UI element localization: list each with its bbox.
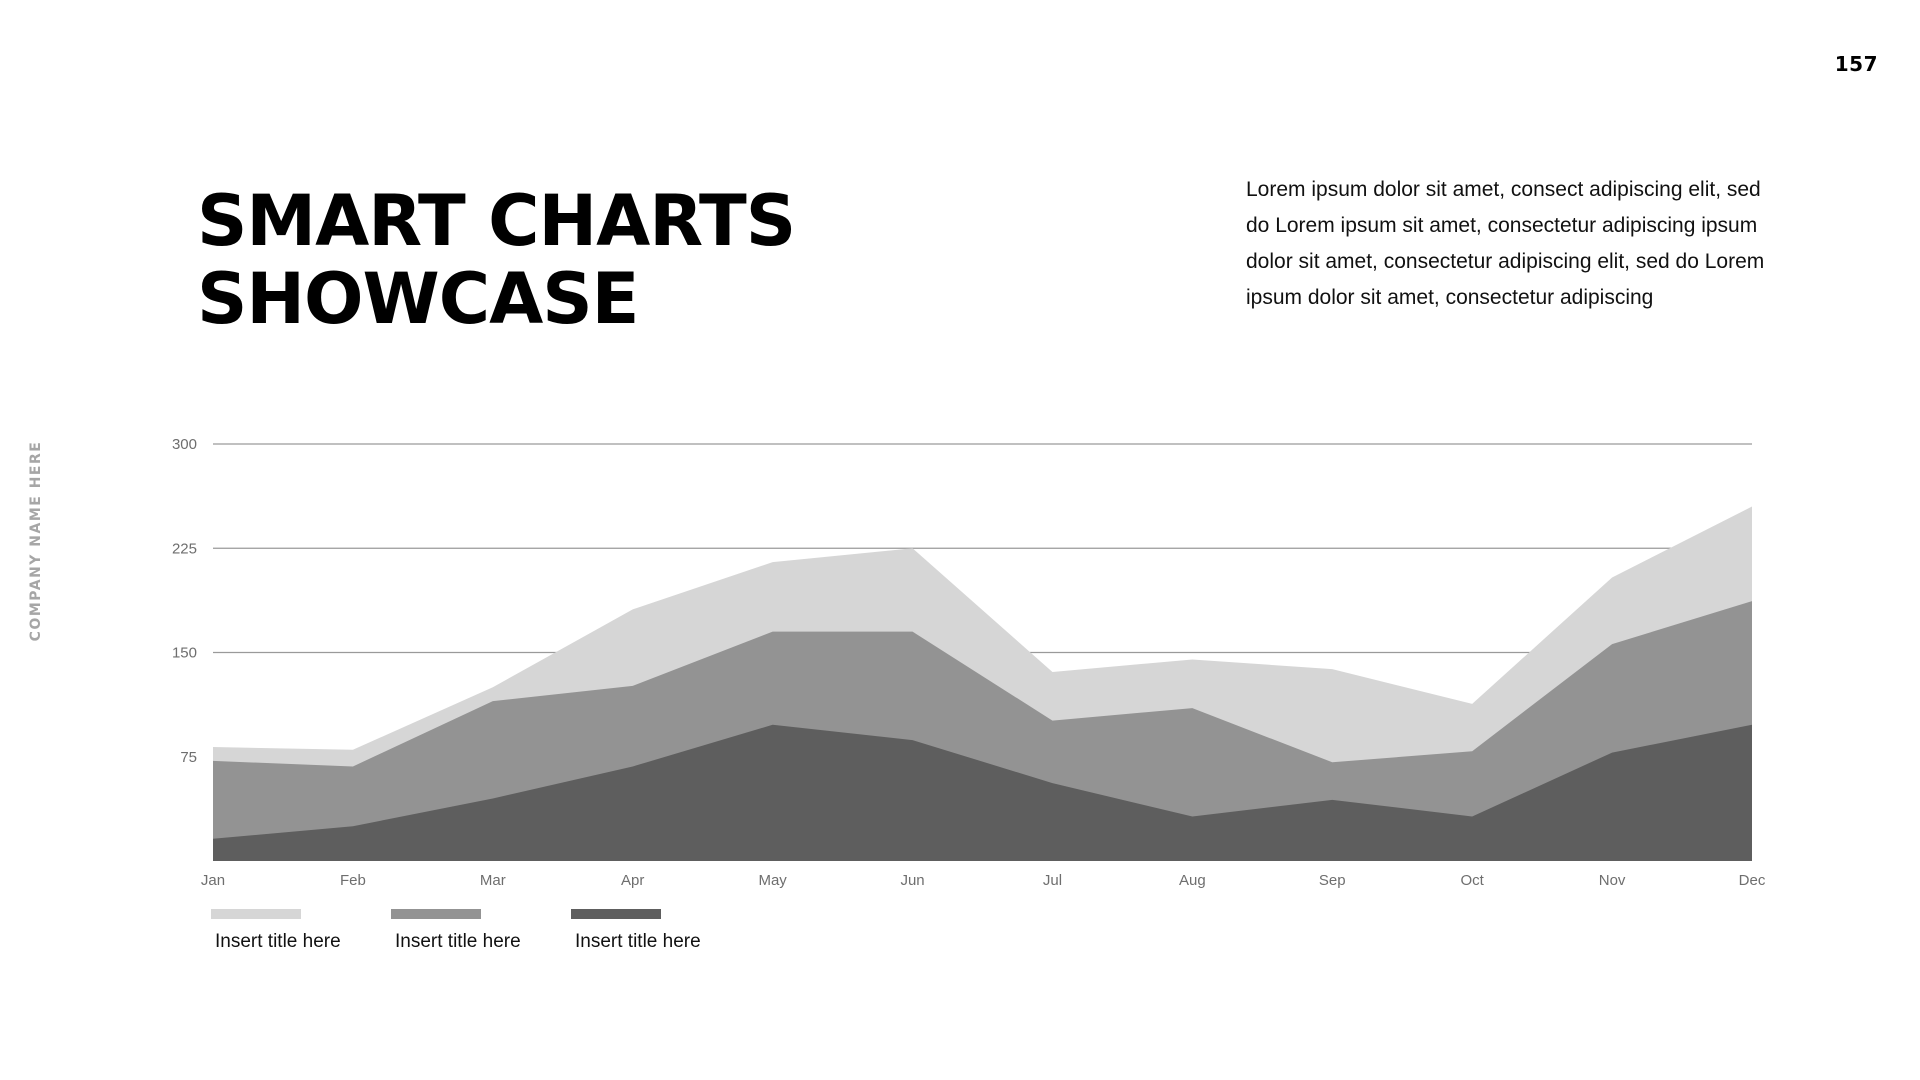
- x-axis-ticks: Jan Feb Mar Apr May Jun Jul Aug Sep Oct Nov Dec: [201, 872, 1766, 889]
- legend-swatch: [571, 909, 661, 919]
- x-tick-label: Aug: [1179, 872, 1206, 889]
- legend-item: Insert title here: [211, 909, 369, 953]
- legend-item: Insert title here: [571, 909, 729, 953]
- x-tick-label: Apr: [621, 872, 644, 889]
- x-tick-label: Jun: [900, 872, 924, 889]
- chart-legend: Insert title here Insert title here Inse…: [211, 909, 729, 953]
- legend-item: Insert title here: [391, 909, 549, 953]
- y-tick-label: 225: [172, 540, 197, 557]
- y-axis-ticks: 75 150 225 300: [172, 436, 197, 766]
- x-tick-label: Jul: [1043, 872, 1062, 889]
- x-tick-label: Nov: [1599, 872, 1626, 889]
- legend-label: Insert title here: [391, 931, 549, 953]
- x-tick-label: Jan: [201, 872, 225, 889]
- legend-swatch: [211, 909, 301, 919]
- y-tick-label: 150: [172, 645, 197, 662]
- x-tick-label: Oct: [1461, 872, 1485, 889]
- x-tick-label: Sep: [1319, 872, 1346, 889]
- area-series-group: [213, 507, 1752, 861]
- x-tick-label: Feb: [340, 872, 366, 889]
- legend-label: Insert title here: [571, 931, 729, 953]
- x-tick-label: Dec: [1739, 872, 1766, 889]
- y-tick-label: 300: [172, 436, 197, 453]
- stacked-area-chart: 75 150 225 300 Jan Feb Mar Apr May Jun Jul Aug Sep O…: [0, 0, 1920, 1000]
- legend-swatch: [391, 909, 481, 919]
- x-tick-label: May: [758, 872, 787, 889]
- legend-label: Insert title here: [211, 931, 369, 953]
- x-tick-label: Mar: [480, 872, 506, 889]
- y-tick-label: 75: [180, 749, 197, 766]
